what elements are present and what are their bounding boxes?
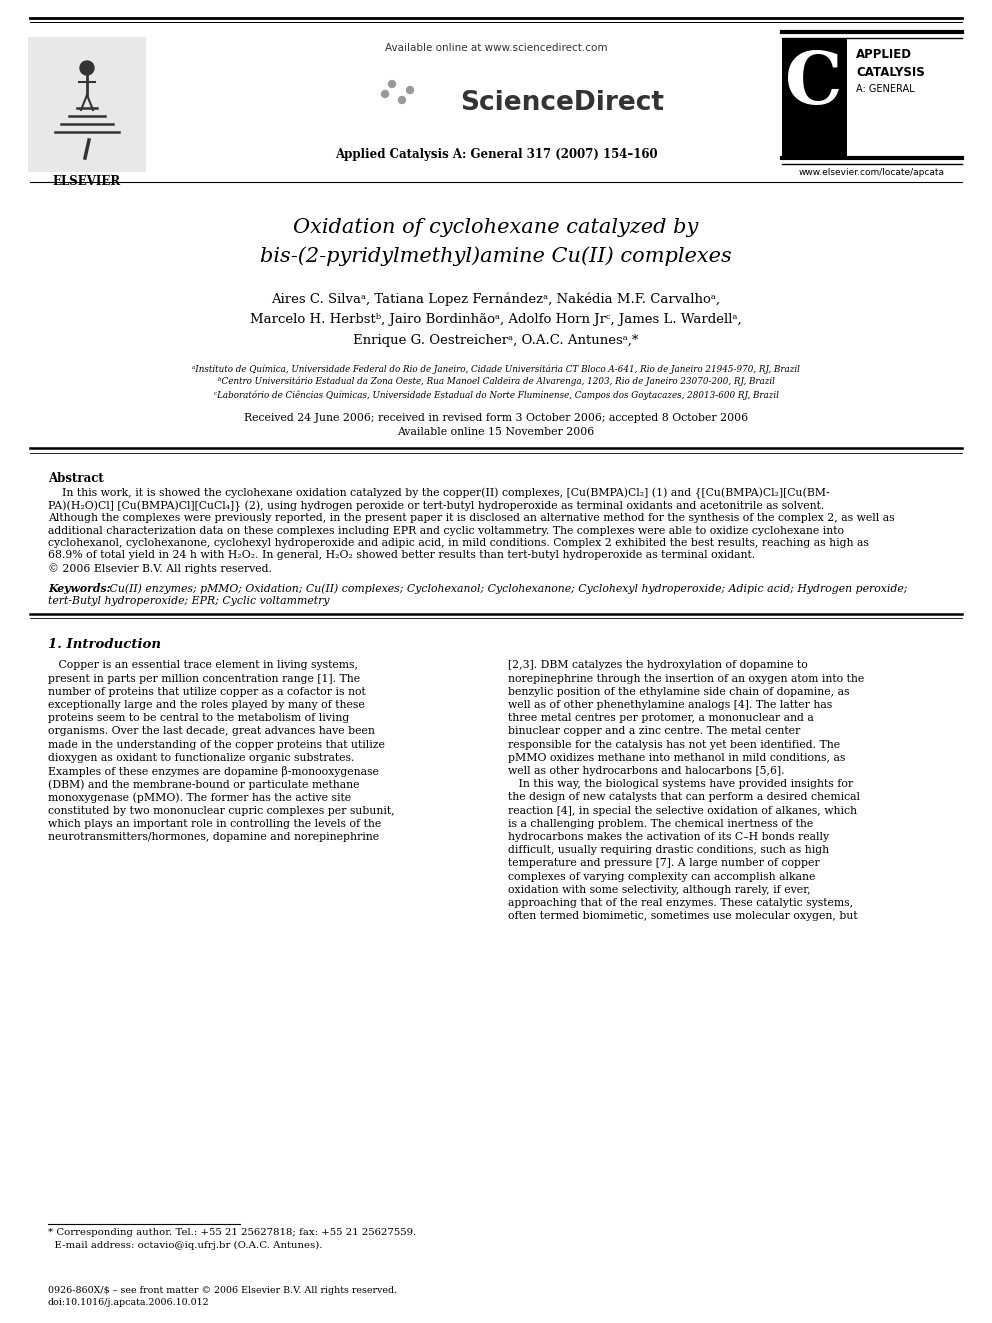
Text: In this way, the biological systems have provided insights for: In this way, the biological systems have… xyxy=(508,779,853,790)
Text: complexes of varying complexity can accomplish alkane: complexes of varying complexity can acco… xyxy=(508,872,815,881)
Circle shape xyxy=(399,97,406,103)
Text: 1. Introduction: 1. Introduction xyxy=(48,639,161,651)
Text: Applied Catalysis A: General 317 (2007) 154–160: Applied Catalysis A: General 317 (2007) … xyxy=(334,148,658,161)
Circle shape xyxy=(80,61,94,75)
Text: difficult, usually requiring drastic conditions, such as high: difficult, usually requiring drastic con… xyxy=(508,845,829,855)
Text: Copper is an essential trace element in living systems,: Copper is an essential trace element in … xyxy=(48,660,358,671)
Text: oxidation with some selectivity, although rarely, if ever,: oxidation with some selectivity, althoug… xyxy=(508,885,810,894)
Text: * Corresponding author. Tel.: +55 21 25627818; fax: +55 21 25627559.: * Corresponding author. Tel.: +55 21 256… xyxy=(48,1228,417,1237)
Text: tert-Butyl hydroperoxide; EPR; Cyclic voltammetry: tert-Butyl hydroperoxide; EPR; Cyclic vo… xyxy=(48,597,329,606)
Text: C: C xyxy=(786,48,843,119)
Text: ᵇCentro Universitário Estadual da Zona Oeste, Rua Manoel Caldeira de Alvarenga, : ᵇCentro Universitário Estadual da Zona O… xyxy=(217,377,775,386)
Text: additional characterization data on these complexes including EPR and cyclic vol: additional characterization data on thes… xyxy=(48,525,844,536)
Text: Aires C. Silvaᵃ, Tatiana Lopez Fernándezᵃ, Nakédia M.F. Carvalhoᵃ,: Aires C. Silvaᵃ, Tatiana Lopez Fernández… xyxy=(272,292,720,306)
Text: responsible for the catalysis has not yet been identified. The: responsible for the catalysis has not ye… xyxy=(508,740,840,750)
Text: A: GENERAL: A: GENERAL xyxy=(856,83,915,94)
Text: binuclear copper and a zinc centre. The metal center: binuclear copper and a zinc centre. The … xyxy=(508,726,801,737)
Circle shape xyxy=(407,86,414,94)
Text: dioxygen as oxidant to functionalize organic substrates.: dioxygen as oxidant to functionalize org… xyxy=(48,753,354,763)
Text: approaching that of the real enzymes. These catalytic systems,: approaching that of the real enzymes. Th… xyxy=(508,898,853,908)
Text: which plays an important role in controlling the levels of the: which plays an important role in control… xyxy=(48,819,381,830)
Text: E-mail address: octavio@iq.ufrj.br (O.A.C. Antunes).: E-mail address: octavio@iq.ufrj.br (O.A.… xyxy=(48,1241,322,1250)
Text: is a challenging problem. The chemical inertness of the: is a challenging problem. The chemical i… xyxy=(508,819,813,830)
Text: doi:10.1016/j.apcata.2006.10.012: doi:10.1016/j.apcata.2006.10.012 xyxy=(48,1298,209,1307)
Text: Abstract: Abstract xyxy=(48,472,104,486)
Text: APPLIED: APPLIED xyxy=(856,48,912,61)
Text: ᵃInstituto de Química, Universidade Federal do Rio de Janeiro, Cidade Universitá: ᵃInstituto de Química, Universidade Fede… xyxy=(192,364,800,373)
Text: (DBM) and the membrane-bound or particulate methane: (DBM) and the membrane-bound or particul… xyxy=(48,779,359,790)
Bar xyxy=(28,37,146,172)
Text: [2,3]. DBM catalyzes the hydroxylation of dopamine to: [2,3]. DBM catalyzes the hydroxylation o… xyxy=(508,660,807,671)
Text: bis-(2-pyridylmethyl)amine Cu(II) complexes: bis-(2-pyridylmethyl)amine Cu(II) comple… xyxy=(260,246,732,266)
Text: Keywords:: Keywords: xyxy=(48,583,111,594)
Text: often termed biomimetic, sometimes use molecular oxygen, but: often termed biomimetic, sometimes use m… xyxy=(508,912,858,921)
Text: ELSEVIER: ELSEVIER xyxy=(53,175,121,188)
Text: APPLIED: APPLIED xyxy=(791,65,796,85)
Text: Enrique G. Oestreicherᵃ, O.A.C. Antunesᵃ,*: Enrique G. Oestreicherᵃ, O.A.C. Antunesᵃ… xyxy=(353,333,639,347)
Text: 68.9% of total yield in 24 h with H₂O₂. In general, H₂O₂ showed better results t: 68.9% of total yield in 24 h with H₂O₂. … xyxy=(48,550,755,561)
Text: well as of other phenethylamine analogs [4]. The latter has: well as of other phenethylamine analogs … xyxy=(508,700,832,710)
Text: Available online at www.sciencedirect.com: Available online at www.sciencedirect.co… xyxy=(385,44,607,53)
Text: benzylic position of the ethylamine side chain of dopamine, as: benzylic position of the ethylamine side… xyxy=(508,687,849,697)
Text: pMMO oxidizes methane into methanol in mild conditions, as: pMMO oxidizes methane into methanol in m… xyxy=(508,753,845,763)
Text: present in parts per million concentration range [1]. The: present in parts per million concentrati… xyxy=(48,673,360,684)
Text: constituted by two mononuclear cupric complexes per subunit,: constituted by two mononuclear cupric co… xyxy=(48,806,395,816)
Text: temperature and pressure [7]. A large number of copper: temperature and pressure [7]. A large nu… xyxy=(508,859,819,868)
Text: ᶜLaboratório de Ciências Químicas, Universidade Estadual do Norte Fluminense, Ca: ᶜLaboratório de Ciências Químicas, Unive… xyxy=(213,390,779,400)
Text: monoxygenase (pMMO). The former has the active site: monoxygenase (pMMO). The former has the … xyxy=(48,792,351,803)
Text: neurotransmitters/hormones, dopamine and norepinephrine: neurotransmitters/hormones, dopamine and… xyxy=(48,832,379,843)
Text: Available online 15 November 2006: Available online 15 November 2006 xyxy=(398,427,594,437)
Text: © 2006 Elsevier B.V. All rights reserved.: © 2006 Elsevier B.V. All rights reserved… xyxy=(48,564,272,574)
Circle shape xyxy=(389,81,396,87)
Bar xyxy=(782,38,847,157)
Text: Marcelo H. Herbstᵇ, Jairo Bordinhãoᵃ, Adolfo Horn Jrᶜ, James L. Wardellᵃ,: Marcelo H. Herbstᵇ, Jairo Bordinhãoᵃ, Ad… xyxy=(250,314,742,325)
Text: Although the complexes were previously reported, in the present paper it is disc: Although the complexes were previously r… xyxy=(48,513,895,523)
Text: ScienceDirect: ScienceDirect xyxy=(460,90,664,116)
Text: exceptionally large and the roles played by many of these: exceptionally large and the roles played… xyxy=(48,700,365,710)
Text: norepinephrine through the insertion of an oxygen atom into the: norepinephrine through the insertion of … xyxy=(508,673,864,684)
Text: reaction [4], in special the selective oxidation of alkanes, which: reaction [4], in special the selective o… xyxy=(508,806,857,816)
Text: well as other hydrocarbons and halocarbons [5,6].: well as other hydrocarbons and halocarbo… xyxy=(508,766,785,777)
Text: In this work, it is showed the cyclohexane oxidation catalyzed by the copper(II): In this work, it is showed the cyclohexa… xyxy=(48,488,829,499)
Text: organisms. Over the last decade, great advances have been: organisms. Over the last decade, great a… xyxy=(48,726,375,737)
Text: cyclohexanol, cyclohexanone, cyclohexyl hydroperoxide and adipic acid, in mild c: cyclohexanol, cyclohexanone, cyclohexyl … xyxy=(48,538,869,548)
Text: proteins seem to be central to the metabolism of living: proteins seem to be central to the metab… xyxy=(48,713,349,724)
Text: Oxidation of cyclohexane catalyzed by: Oxidation of cyclohexane catalyzed by xyxy=(294,218,698,237)
Text: Examples of these enzymes are dopamine β-monooxygenase: Examples of these enzymes are dopamine β… xyxy=(48,766,379,777)
Text: made in the understanding of the copper proteins that utilize: made in the understanding of the copper … xyxy=(48,740,385,750)
Text: www.elsevier.com/locate/apcata: www.elsevier.com/locate/apcata xyxy=(799,168,945,177)
Text: Cu(II) enzymes; pMMO; Oxidation; Cu(II) complexes; Cyclohexanol; Cyclohexanone; : Cu(II) enzymes; pMMO; Oxidation; Cu(II) … xyxy=(106,583,908,594)
Text: three metal centres per protomer, a mononuclear and a: three metal centres per protomer, a mono… xyxy=(508,713,813,724)
Text: hydrocarbons makes the activation of its C–H bonds really: hydrocarbons makes the activation of its… xyxy=(508,832,829,843)
Text: PA)(H₂O)Cl] [Cu(BMPA)Cl][CuCl₄]} (2), using hydrogen peroxide or tert-butyl hydr: PA)(H₂O)Cl] [Cu(BMPA)Cl][CuCl₄]} (2), us… xyxy=(48,500,824,512)
Circle shape xyxy=(382,90,389,98)
Text: Received 24 June 2006; received in revised form 3 October 2006; accepted 8 Octob: Received 24 June 2006; received in revis… xyxy=(244,413,748,423)
Text: the design of new catalysts that can perform a desired chemical: the design of new catalysts that can per… xyxy=(508,792,860,803)
Text: number of proteins that utilize copper as a cofactor is not: number of proteins that utilize copper a… xyxy=(48,687,366,697)
Text: 0926-860X/$ – see front matter © 2006 Elsevier B.V. All rights reserved.: 0926-860X/$ – see front matter © 2006 El… xyxy=(48,1286,397,1295)
Text: CATALYSIS: CATALYSIS xyxy=(856,66,925,79)
